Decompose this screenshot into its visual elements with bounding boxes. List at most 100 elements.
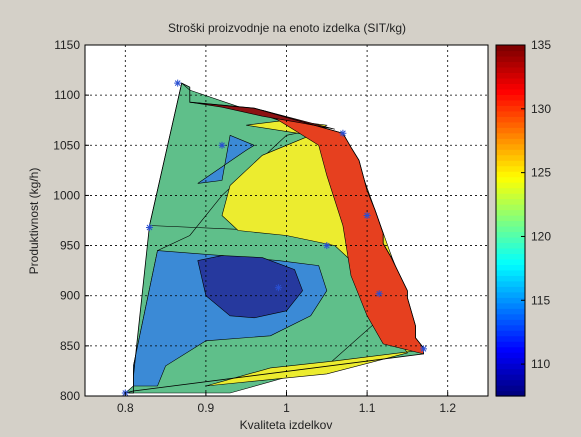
colorbar-step: [496, 50, 525, 57]
colorbar-step: [496, 45, 525, 52]
data-point-marker: [339, 129, 347, 137]
y-tick-label: 1150: [54, 38, 80, 52]
colorbar-step: [496, 280, 525, 287]
y-tick-label: 950: [60, 239, 80, 253]
colorbar-step: [496, 215, 525, 222]
colorbar-step: [496, 121, 525, 128]
colorbar-step: [496, 363, 525, 370]
x-tick-label: 0.9: [198, 401, 215, 415]
contour-fills: [124, 82, 424, 394]
colorbar-step: [496, 236, 525, 244]
colorbar-step: [496, 324, 525, 331]
colorbar-step: [496, 297, 525, 304]
contour-band-5: [197, 255, 303, 319]
colorbar-step: [496, 275, 525, 282]
colorbar-step: [496, 66, 525, 74]
y-axis-label: Produktivnost (kg/h): [27, 168, 41, 275]
colorbar-step: [496, 247, 525, 254]
colorbar-step: [496, 264, 525, 271]
y-tick-label: 900: [60, 289, 80, 303]
colorbar: 110 115 120 125 130 135: [495, 38, 551, 397]
colorbar-step: [496, 379, 525, 386]
colorbar-step: [496, 308, 525, 315]
contour-band-6: [197, 134, 255, 184]
colorbar-border: [495, 44, 526, 397]
colorbar-tick-label: 120: [531, 229, 551, 243]
plot-area: 0.8 0.9 1 1.1 1.2 800 850 900 950 1000 1050 1100 11…: [53, 38, 489, 415]
colorbar-step: [496, 160, 525, 167]
colorbar-step: [496, 357, 525, 364]
colorbar-step: [496, 165, 525, 172]
colorbar-tick-label: 135: [531, 38, 551, 52]
colorbar-step: [496, 83, 525, 90]
data-point-marker: [218, 141, 226, 149]
y-tick-label: 800: [60, 389, 80, 403]
x-tick-label: 1: [283, 401, 290, 415]
colorbar-step: [496, 99, 525, 106]
data-point-marker: [323, 242, 331, 250]
colorbar-step: [496, 116, 525, 123]
colorbar-step: [496, 132, 525, 139]
colorbar-step: [496, 231, 525, 238]
colorbar-step: [496, 313, 525, 320]
colorbar-step: [496, 335, 525, 342]
colorbar-step: [496, 198, 525, 205]
colorbar-step: [496, 176, 525, 183]
colorbar-step: [496, 88, 525, 95]
colorbar-step: [496, 319, 525, 326]
colorbar-step: [496, 352, 525, 359]
colorbar-step: [496, 330, 525, 337]
colorbar-step: [496, 61, 525, 68]
colorbar-step: [496, 72, 525, 79]
colorbar-step: [496, 253, 525, 260]
colorbar-step: [496, 374, 525, 381]
colorbar-step: [496, 341, 525, 348]
colorbar-ticks: 110 115 120 125 130 135: [521, 38, 551, 371]
y-tick-label: 850: [60, 339, 80, 353]
y-axis-ticks: 800 850 900 950 1000 1050 1100 1150: [53, 38, 89, 403]
colorbar-step: [496, 269, 525, 276]
colorbar-step: [496, 182, 525, 189]
data-point-marker: [420, 345, 428, 353]
data-point-marker: [174, 79, 182, 87]
colorbar-step: [496, 368, 525, 375]
colorbar-tick-label: 110: [531, 357, 550, 371]
y-tick-label: 1050: [53, 138, 80, 152]
colorbar-step: [496, 220, 525, 227]
data-points: [121, 79, 428, 397]
colorbar-step: [496, 209, 525, 216]
colorbar-step: [496, 110, 525, 117]
colorbar-step: [496, 291, 525, 298]
colorbar-tick-label: 125: [531, 166, 551, 180]
colorbar-step: [496, 94, 525, 101]
colorbar-step: [496, 258, 525, 265]
colorbar-step: [496, 204, 525, 211]
colorbar-step: [496, 138, 525, 145]
colorbar-step: [496, 149, 525, 156]
x-axis-ticks: 0.8 0.9 1 1.1 1.2: [117, 392, 456, 415]
y-tick-label: 1000: [53, 188, 80, 202]
data-point-marker: [274, 284, 282, 292]
colorbar-gradient: [496, 45, 525, 397]
x-axis-label: Kvaliteta izdelkov: [240, 418, 333, 432]
contour-outline: [125, 82, 424, 394]
colorbar-step: [496, 105, 525, 112]
data-point-marker: [145, 224, 153, 232]
y-tick-label: 1100: [54, 88, 80, 102]
colorbar-step: [496, 286, 525, 293]
colorbar-step: [496, 346, 525, 353]
x-tick-label: 0.8: [117, 401, 134, 415]
colorbar-step: [496, 302, 525, 309]
colorbar-step: [496, 390, 525, 397]
data-point-marker: [363, 211, 371, 219]
colorbar-step: [496, 193, 525, 200]
colorbar-step: [496, 225, 525, 233]
colorbar-step: [496, 242, 525, 249]
x-tick-label: 1.2: [439, 401, 456, 415]
data-point-marker: [375, 290, 383, 298]
colorbar-step: [496, 77, 525, 84]
colorbar-tick-label: 130: [531, 102, 551, 116]
colorbar-step: [496, 171, 525, 178]
x-tick-label: 1.1: [359, 401, 376, 415]
chart-title: Stroški proizvodnje na enoto izdelka (SI…: [168, 21, 406, 35]
